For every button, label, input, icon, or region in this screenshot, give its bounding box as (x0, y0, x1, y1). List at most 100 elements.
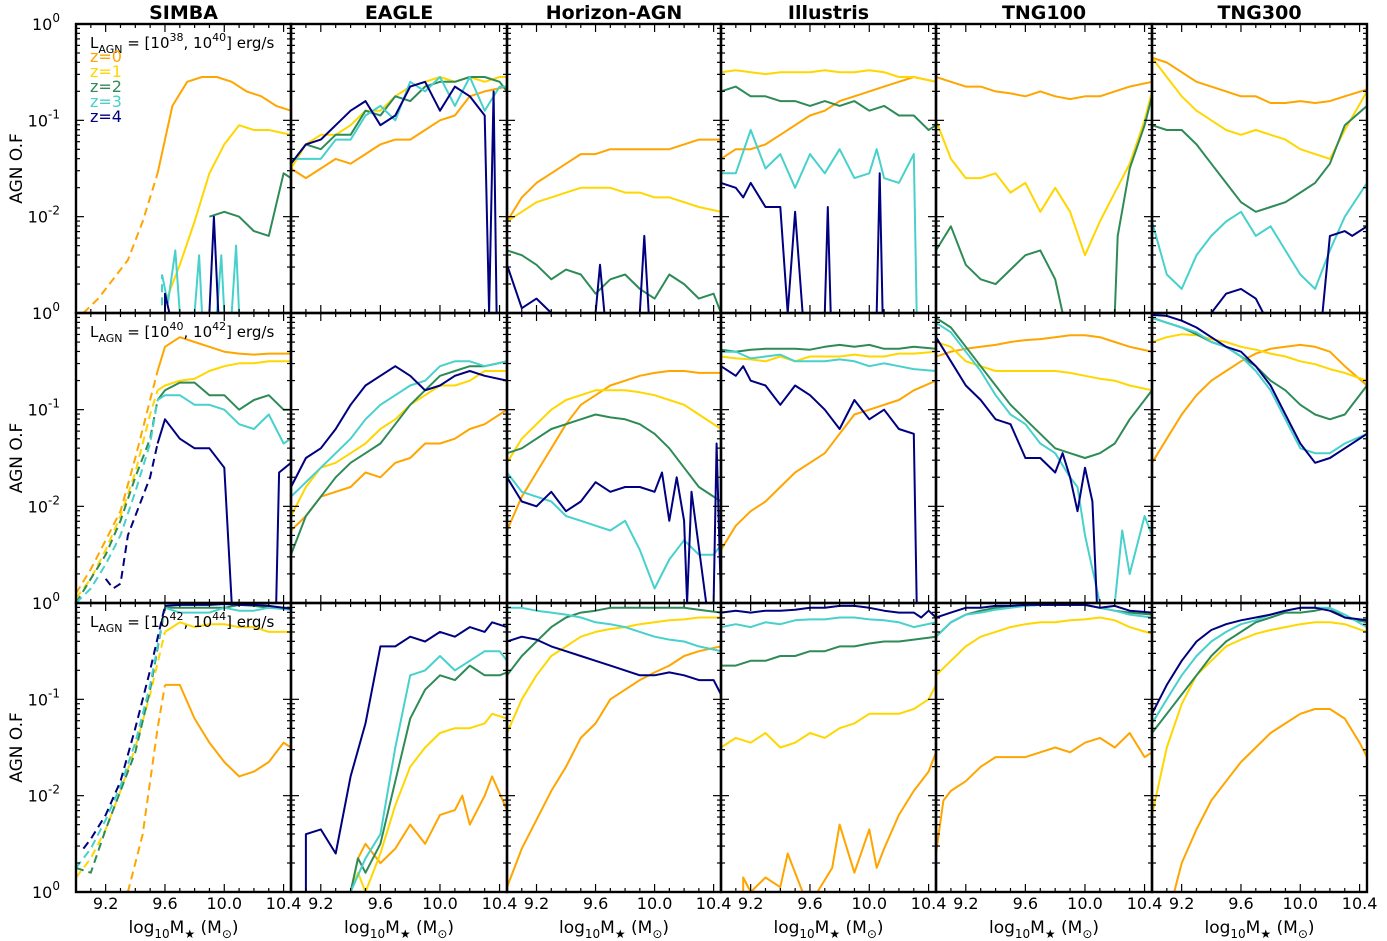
series-z1-solid (507, 616, 721, 734)
y-tick-label: 10-2 (28, 493, 60, 516)
y-tick-label: 100 (32, 879, 60, 902)
series-z4-solid (507, 442, 721, 603)
panel-0-3 (721, 69, 936, 313)
series-z0-dashed (76, 370, 159, 594)
series-z2-solid (507, 249, 721, 313)
panel-1-4 (936, 316, 1152, 603)
series-z1-dashed (76, 631, 166, 879)
series-z0-solid (507, 138, 721, 223)
y-tick-label: 10-1 (28, 686, 60, 709)
x-tick-label: 9.6 (797, 894, 822, 913)
series-z3-solid (936, 321, 1152, 603)
series-z0-dashed (126, 684, 166, 892)
series-z2-solid (209, 172, 291, 237)
series-z0-solid (291, 408, 507, 532)
panel-frame-0-4 (934, 22, 1154, 315)
panel-2-4 (936, 603, 1152, 854)
series-z1-solid (1152, 333, 1367, 382)
panel-1-5 (1152, 313, 1367, 464)
x-axis-label: log10M★ (M⊙) (344, 918, 454, 941)
panel-frame-0-2 (505, 22, 723, 315)
series-z1-solid (291, 370, 507, 517)
x-tick-label: 10.0 (422, 894, 458, 913)
panel-frame-2-1 (289, 601, 509, 894)
series-z2-solid (507, 413, 721, 503)
series-z2-solid (1152, 105, 1367, 213)
series-z3-solid (721, 129, 918, 313)
panel-border (934, 601, 1154, 894)
x-tick-label: 9.2 (308, 894, 333, 913)
series-z0-solid (507, 370, 721, 531)
panel-border (1150, 22, 1369, 315)
x-tick-label: 10.4 (696, 894, 732, 913)
panel-frame-0-1 (289, 22, 509, 315)
panel-border (719, 601, 938, 894)
series-z2-solid (349, 664, 507, 892)
y-axis-label: AGN O.F (7, 133, 27, 204)
x-tick-label: 10.4 (266, 894, 302, 913)
x-tick-label: 10.4 (911, 894, 947, 913)
y-tick-label: 100 (32, 590, 60, 613)
series-z4-solid (1152, 313, 1367, 464)
x-axis-label: log10M★ (M⊙) (989, 918, 1099, 941)
series-z3-dashed (76, 607, 166, 869)
panel-border (505, 601, 723, 894)
y-tick-label: 10-2 (28, 783, 60, 806)
y-axis-label: AGN O.F (7, 423, 27, 494)
panel-border (289, 22, 509, 315)
series-z1-solid (1152, 57, 1367, 160)
series-z4-dashed (104, 443, 159, 590)
series-z3-solid (161, 244, 241, 313)
series-z0-solid (1152, 56, 1367, 104)
y-tick-label: 10-1 (28, 107, 60, 130)
panel-frame-2-4 (934, 601, 1154, 894)
series-z4-solid (291, 80, 498, 313)
panel-frame-2-0 (74, 601, 293, 894)
legend: z=0z=1z=2z=3z=4 (90, 47, 122, 126)
x-axis-label: log10M★ (M⊙) (773, 918, 883, 941)
panel-2-0 (76, 603, 291, 892)
series-z1-solid (157, 360, 291, 392)
panel-2-1 (304, 621, 507, 892)
series-z3-solid (507, 606, 721, 653)
x-axis-label: log10M★ (M⊙) (128, 918, 238, 941)
y-axis-label: AGN O.F (7, 712, 27, 783)
series-z0-solid (156, 76, 291, 174)
column-title-0: SIMBA (149, 2, 218, 24)
panel-2-3 (721, 604, 936, 892)
luminosity-range-1: LAGN = [1040, 1042] erg/s (90, 320, 274, 345)
legend-entry-1: z=1 (90, 62, 122, 81)
series-z4-solid (291, 365, 507, 488)
panel-2-2 (507, 606, 721, 888)
x-tick-label: 9.6 (1228, 894, 1253, 913)
series-z0-solid (291, 85, 507, 180)
series-z4-solid (1210, 225, 1367, 313)
series-z4-solid (304, 621, 507, 892)
panel-border (505, 22, 723, 315)
series-z0-solid (349, 775, 507, 892)
series-z0-solid (721, 379, 936, 551)
series-z3-solid (1152, 182, 1367, 290)
column-title-4: TNG100 (1002, 2, 1086, 24)
y-tick-label: 10-2 (28, 204, 60, 227)
series-z0-solid (1152, 343, 1367, 464)
series-z3-solid (1152, 606, 1367, 724)
series-z3-dashed (76, 399, 159, 603)
series-z4-solid (721, 172, 884, 313)
panel-border (289, 601, 509, 894)
x-tick-label: 10.0 (1067, 894, 1103, 913)
panel-1-2 (507, 370, 721, 603)
x-tick-label: 10.4 (1127, 894, 1163, 913)
x-tick-label: 10.4 (1342, 894, 1378, 913)
series-z1-solid (721, 69, 936, 83)
legend-entry-3: z=3 (90, 92, 122, 111)
x-tick-label: 10.4 (482, 894, 518, 913)
luminosity-range-2: LAGN = [1042, 1044] erg/s (90, 610, 274, 635)
series-z0-dashed (82, 173, 159, 313)
column-title-5: TNG300 (1217, 2, 1301, 24)
x-axis-label: log10M★ (M⊙) (1204, 918, 1314, 941)
x-tick-label: 9.2 (738, 894, 763, 913)
series-z4-solid (156, 418, 291, 603)
panel-0-0 (82, 76, 291, 313)
